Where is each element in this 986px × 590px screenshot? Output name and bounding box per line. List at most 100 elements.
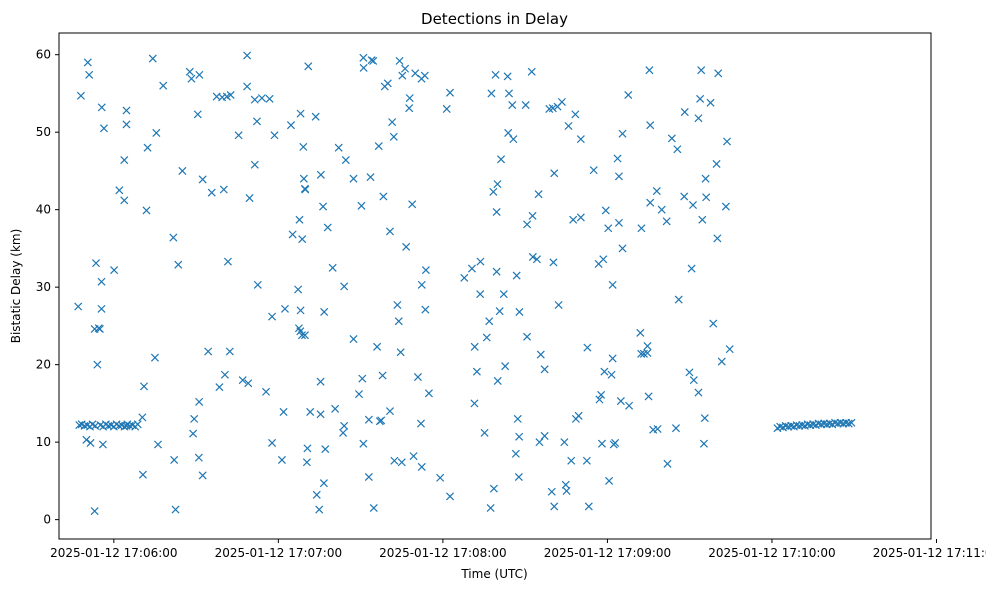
data-point (295, 215, 304, 224)
data-point (320, 307, 329, 316)
data-point (178, 166, 187, 175)
x-tick-label: 2025-01-12 17:10:00 (708, 546, 835, 560)
data-point (637, 224, 646, 233)
data-point (721, 202, 730, 211)
data-point (76, 91, 85, 100)
data-point (98, 440, 107, 449)
data-point (97, 277, 106, 286)
data-point (472, 367, 481, 376)
data-point (195, 397, 204, 406)
data-point (714, 69, 723, 78)
data-point (583, 343, 592, 352)
data-point (527, 67, 536, 76)
data-point (207, 188, 216, 197)
y-axis-label: Bistatic Delay (km) (9, 229, 23, 344)
data-point (120, 196, 129, 205)
data-point (536, 350, 545, 359)
data-point (601, 206, 610, 215)
data-point (303, 444, 312, 453)
data-point (277, 455, 286, 464)
x-axis-label: Time (UTC) (460, 567, 527, 581)
data-point (194, 453, 203, 462)
data-point (495, 307, 504, 316)
data-point (95, 324, 104, 334)
data-point (195, 70, 204, 79)
data-point (86, 438, 95, 447)
data-point (589, 166, 598, 175)
data-point (93, 360, 102, 369)
data-point (110, 266, 119, 275)
data-point (316, 410, 325, 419)
data-point (618, 129, 627, 138)
data-point (316, 377, 325, 386)
data-point (562, 486, 571, 495)
data-point (152, 128, 161, 137)
data-point (215, 383, 224, 392)
data-point (687, 264, 696, 273)
data-point (604, 224, 613, 233)
data-point (550, 502, 559, 511)
data-point (597, 390, 606, 399)
data-point (470, 342, 479, 351)
data-point (139, 382, 149, 391)
data-point (389, 132, 398, 141)
data-point (460, 273, 469, 282)
data-point (312, 490, 321, 499)
data-point (302, 458, 311, 467)
data-point (219, 185, 228, 194)
data-point (595, 395, 604, 404)
data-point (636, 328, 645, 337)
data-point (446, 492, 455, 501)
data-point (618, 244, 627, 253)
y-tick-label: 20 (36, 358, 51, 372)
y-axis: 0 10 20 30 40 50 60 (36, 48, 59, 527)
data-markers (74, 51, 856, 516)
data-point (395, 56, 404, 65)
data-point (396, 348, 405, 357)
data-point (300, 331, 309, 340)
data-point (540, 431, 549, 440)
x-tick-label: 2025-01-12 17:09:00 (544, 546, 671, 560)
data-point (393, 300, 402, 310)
data-point (319, 202, 328, 211)
data-point (582, 456, 591, 465)
data-point (417, 280, 426, 289)
data-point (725, 345, 734, 354)
data-point (608, 280, 617, 289)
data-point (171, 505, 180, 514)
data-point (204, 347, 213, 356)
data-point (492, 207, 501, 217)
data-point (379, 192, 388, 201)
data-point (349, 174, 358, 183)
data-point (515, 307, 524, 316)
data-point (550, 169, 559, 178)
data-point (133, 420, 142, 429)
data-point (122, 421, 131, 430)
data-point (354, 390, 364, 399)
data-point (567, 456, 576, 465)
data-point (169, 233, 178, 242)
data-point (436, 473, 445, 482)
data-point (378, 371, 387, 380)
data-point (614, 172, 623, 181)
data-point (700, 414, 709, 423)
data-point (304, 62, 313, 71)
data-point (190, 414, 199, 423)
data-point (142, 206, 151, 215)
data-point (270, 131, 279, 140)
data-point (689, 376, 698, 385)
data-point (187, 74, 196, 83)
data-point (513, 414, 522, 423)
data-point (508, 101, 517, 110)
data-point (122, 120, 131, 129)
data-point (607, 370, 616, 379)
data-point (547, 487, 556, 496)
data-point (504, 89, 514, 98)
data-point (316, 170, 325, 179)
y-tick-label: 10 (36, 435, 51, 449)
data-point (364, 472, 373, 482)
chart-title: Detections in Delay (421, 10, 568, 28)
data-point (492, 267, 501, 276)
data-point (497, 155, 506, 164)
